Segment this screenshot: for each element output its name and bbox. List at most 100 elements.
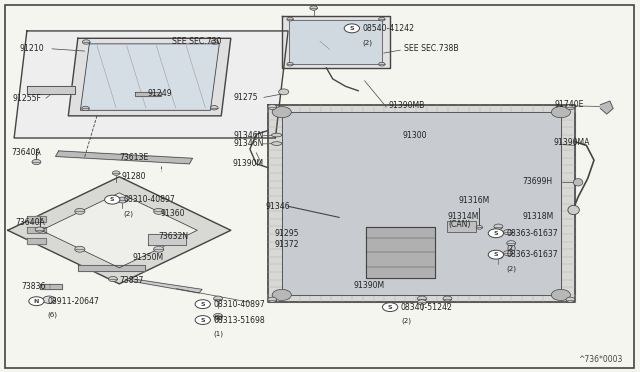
Circle shape <box>75 208 85 214</box>
Circle shape <box>32 160 41 164</box>
Text: 91295: 91295 <box>274 229 299 238</box>
Circle shape <box>195 300 211 309</box>
Circle shape <box>504 251 513 256</box>
Text: S: S <box>349 26 354 31</box>
Text: (2): (2) <box>507 244 516 250</box>
Circle shape <box>104 195 120 204</box>
Text: (2): (2) <box>363 39 372 46</box>
Text: 91280: 91280 <box>121 172 146 181</box>
Text: 91275: 91275 <box>234 93 259 102</box>
Text: (2): (2) <box>214 315 223 321</box>
Text: 73613E: 73613E <box>119 153 148 163</box>
Circle shape <box>344 24 360 33</box>
Text: (6): (6) <box>47 312 57 318</box>
Text: 73699H: 73699H <box>523 177 553 186</box>
Text: ^736*0003: ^736*0003 <box>579 355 623 364</box>
Text: 73640A: 73640A <box>12 148 42 157</box>
Circle shape <box>272 289 291 301</box>
Text: 91740E: 91740E <box>554 100 584 109</box>
Circle shape <box>117 197 127 203</box>
Circle shape <box>488 229 504 238</box>
Circle shape <box>154 208 164 214</box>
Text: N: N <box>34 299 39 304</box>
Polygon shape <box>282 112 561 295</box>
Circle shape <box>211 40 219 44</box>
Text: 73836: 73836 <box>22 282 46 291</box>
Bar <box>447 221 476 232</box>
Text: 91390MB: 91390MB <box>388 101 424 110</box>
Circle shape <box>75 246 85 252</box>
Circle shape <box>35 227 44 232</box>
Polygon shape <box>8 177 231 284</box>
Text: 91390M: 91390M <box>232 158 263 168</box>
Circle shape <box>287 17 293 21</box>
Text: SEE SEC.738B: SEE SEC.738B <box>404 44 459 53</box>
Circle shape <box>494 254 503 259</box>
Text: 91255F: 91255F <box>13 94 42 103</box>
Text: 91318M: 91318M <box>523 212 554 221</box>
Text: 08310-40897: 08310-40897 <box>123 195 175 204</box>
Polygon shape <box>40 284 62 289</box>
Polygon shape <box>27 238 46 244</box>
Text: 91390MA: 91390MA <box>553 138 589 147</box>
Circle shape <box>551 289 570 301</box>
Text: (2): (2) <box>401 318 411 324</box>
Polygon shape <box>27 86 75 94</box>
Polygon shape <box>27 216 46 222</box>
Polygon shape <box>366 227 435 278</box>
Text: 73640A: 73640A <box>15 218 45 227</box>
Text: 91300: 91300 <box>403 131 428 140</box>
Circle shape <box>112 171 120 175</box>
Text: (1): (1) <box>214 331 223 337</box>
Polygon shape <box>41 193 197 268</box>
Text: S: S <box>200 302 205 307</box>
Text: 91210: 91210 <box>19 44 44 53</box>
Circle shape <box>29 297 44 306</box>
Circle shape <box>268 105 276 110</box>
Text: SEE SEC.730: SEE SEC.730 <box>172 37 221 46</box>
Circle shape <box>108 276 117 282</box>
Polygon shape <box>56 151 193 164</box>
Circle shape <box>443 296 452 301</box>
Text: S: S <box>110 197 115 202</box>
Polygon shape <box>289 20 383 64</box>
Text: 08540-41242: 08540-41242 <box>363 24 415 33</box>
Text: 73632N: 73632N <box>158 232 188 241</box>
Text: 91346: 91346 <box>266 202 291 211</box>
Circle shape <box>82 106 90 111</box>
Text: 08340-51242: 08340-51242 <box>401 302 453 312</box>
Polygon shape <box>78 265 145 271</box>
Text: (CAN): (CAN) <box>449 220 471 229</box>
Text: 91350M: 91350M <box>132 253 163 262</box>
Polygon shape <box>68 38 231 116</box>
Polygon shape <box>135 92 161 96</box>
Text: 91314M: 91314M <box>447 212 479 221</box>
Polygon shape <box>282 16 390 68</box>
Polygon shape <box>81 44 220 110</box>
Text: 91316M: 91316M <box>459 196 490 205</box>
Polygon shape <box>125 278 202 293</box>
Circle shape <box>195 315 211 324</box>
Text: 91249: 91249 <box>148 89 173 98</box>
Circle shape <box>211 106 218 110</box>
Circle shape <box>507 241 516 246</box>
Circle shape <box>310 6 317 10</box>
Circle shape <box>214 296 223 301</box>
Circle shape <box>504 230 513 235</box>
Ellipse shape <box>271 142 282 145</box>
Polygon shape <box>27 227 46 233</box>
Circle shape <box>214 313 223 318</box>
Text: 91390M: 91390M <box>354 281 385 290</box>
Circle shape <box>488 250 504 259</box>
Text: S: S <box>200 318 205 323</box>
Text: 08363-61637: 08363-61637 <box>507 250 558 259</box>
Circle shape <box>417 300 426 305</box>
Text: S: S <box>388 305 392 310</box>
Polygon shape <box>600 101 613 114</box>
Text: 08313-51698: 08313-51698 <box>214 315 266 324</box>
Ellipse shape <box>568 205 579 215</box>
Circle shape <box>154 246 164 252</box>
Circle shape <box>494 224 503 229</box>
Circle shape <box>83 40 90 44</box>
Circle shape <box>278 89 289 95</box>
